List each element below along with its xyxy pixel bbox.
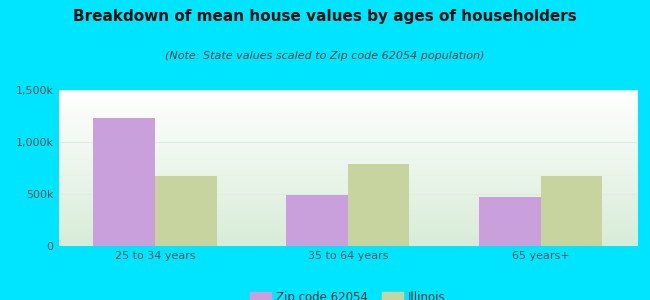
Bar — [541, 176, 603, 246]
Bar — [286, 195, 348, 246]
Bar — [155, 176, 216, 246]
Legend: Zip code 62054, Illinois: Zip code 62054, Illinois — [245, 286, 450, 300]
Bar — [93, 118, 155, 246]
Text: (Note: State values scaled to Zip code 62054 population): (Note: State values scaled to Zip code 6… — [165, 51, 485, 61]
Text: Breakdown of mean house values by ages of householders: Breakdown of mean house values by ages o… — [73, 9, 577, 24]
Bar — [479, 196, 541, 246]
Bar — [348, 164, 410, 246]
